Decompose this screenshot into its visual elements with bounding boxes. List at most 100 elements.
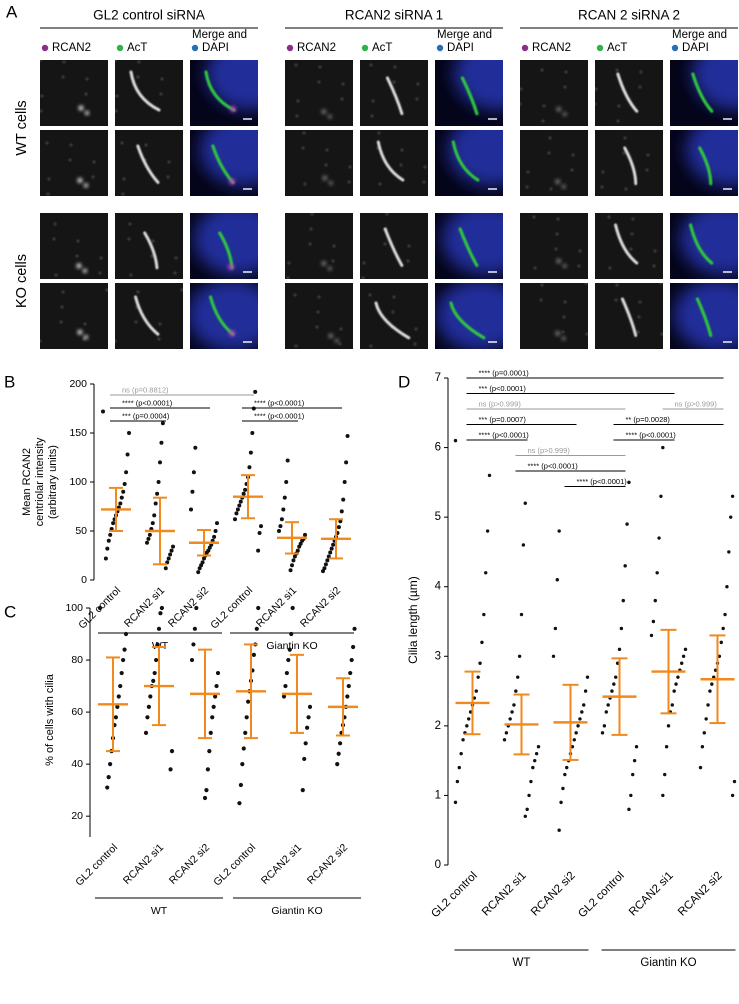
data-point — [155, 491, 160, 496]
background-speck — [520, 87, 523, 91]
image-background — [595, 60, 663, 126]
data-point — [159, 440, 164, 445]
group-title: RCAN 2 siRNA 2 — [578, 8, 680, 23]
data-point — [702, 731, 706, 735]
background-speck — [46, 192, 50, 196]
data-point — [115, 704, 120, 709]
row-label: KO cells — [14, 254, 30, 308]
data-point — [257, 530, 262, 535]
micrograph — [595, 130, 663, 196]
data-point — [325, 558, 330, 563]
channel-label: Merge and — [192, 29, 247, 41]
centriole-signal — [561, 336, 566, 341]
data-point — [657, 536, 661, 540]
group-title: GL2 control siRNA — [93, 8, 205, 23]
background-speck — [525, 185, 529, 189]
data-point — [649, 633, 654, 638]
data-point — [208, 730, 213, 736]
centriole-signal — [83, 183, 89, 188]
background-speck — [318, 65, 322, 69]
micrograph — [520, 213, 588, 279]
background-speck — [40, 109, 43, 113]
channel-dot — [436, 44, 444, 52]
data-point — [342, 480, 347, 484]
data-point — [655, 571, 659, 575]
micrograph — [190, 130, 258, 196]
background-speck — [325, 148, 329, 152]
data-point — [289, 631, 294, 637]
data-point — [244, 715, 249, 720]
background-speck — [616, 119, 620, 123]
data-point — [233, 517, 237, 522]
data-point — [519, 612, 524, 617]
data-point — [525, 807, 529, 812]
data-point — [727, 550, 731, 554]
background-speck — [554, 247, 558, 251]
background-speck — [61, 290, 65, 294]
background-speck — [339, 327, 343, 331]
background-speck — [85, 77, 89, 81]
background-speck — [393, 65, 397, 69]
background-speck — [578, 249, 582, 253]
image-background — [595, 213, 663, 279]
data-point — [250, 431, 255, 435]
x-tick-label: RCAN2 si1 — [121, 841, 166, 886]
centriole-signal — [555, 179, 561, 185]
data-point — [632, 758, 637, 763]
data-point — [103, 556, 108, 561]
background-speck — [160, 77, 164, 81]
data-point — [706, 703, 710, 707]
micrograph — [435, 213, 503, 279]
data-point — [338, 741, 343, 746]
data-point — [348, 670, 353, 676]
background-speck — [532, 215, 536, 219]
y-axis-label: Cilia length (µm) — [406, 576, 420, 664]
micrograph — [115, 213, 183, 279]
data-point — [557, 828, 561, 832]
x-tick-label: RCAN2 si2 — [676, 870, 725, 919]
background-speck — [549, 187, 553, 191]
background-speck — [368, 293, 372, 297]
channel-label: Merge and — [672, 29, 727, 41]
background-speck — [40, 339, 42, 343]
data-point — [168, 552, 173, 557]
data-point — [290, 605, 295, 611]
background-speck — [144, 143, 148, 147]
channel-label: RCAN2 — [532, 42, 571, 54]
micrograph — [595, 213, 663, 279]
data-point — [101, 409, 105, 414]
data-point — [631, 772, 635, 777]
image-background — [40, 60, 108, 126]
background-speck — [631, 217, 635, 221]
data-point — [145, 715, 150, 720]
data-point — [561, 786, 565, 791]
background-speck — [302, 131, 306, 135]
micrograph — [190, 283, 258, 349]
data-point — [534, 751, 539, 756]
data-point — [284, 480, 289, 484]
data-point — [108, 532, 113, 537]
data-point — [719, 640, 723, 645]
background-speck — [136, 75, 140, 79]
micrograph — [670, 283, 738, 349]
data-point — [328, 550, 333, 555]
background-speck — [406, 259, 410, 263]
background-speck — [637, 315, 641, 319]
background-speck — [310, 213, 314, 216]
data-point — [563, 772, 567, 777]
data-point — [281, 507, 286, 512]
data-point — [279, 517, 284, 522]
data-point — [158, 611, 163, 616]
data-point — [246, 699, 251, 704]
data-point — [331, 542, 336, 547]
data-point — [512, 703, 516, 707]
background-speck — [99, 256, 103, 260]
data-point — [578, 717, 582, 721]
cilium-signal — [458, 227, 479, 267]
data-point — [151, 678, 156, 683]
data-point — [484, 571, 488, 575]
background-speck — [341, 82, 345, 86]
channel-label: AcT — [607, 42, 627, 54]
y-tick-label: 40 — [71, 758, 83, 770]
data-point — [97, 605, 103, 611]
